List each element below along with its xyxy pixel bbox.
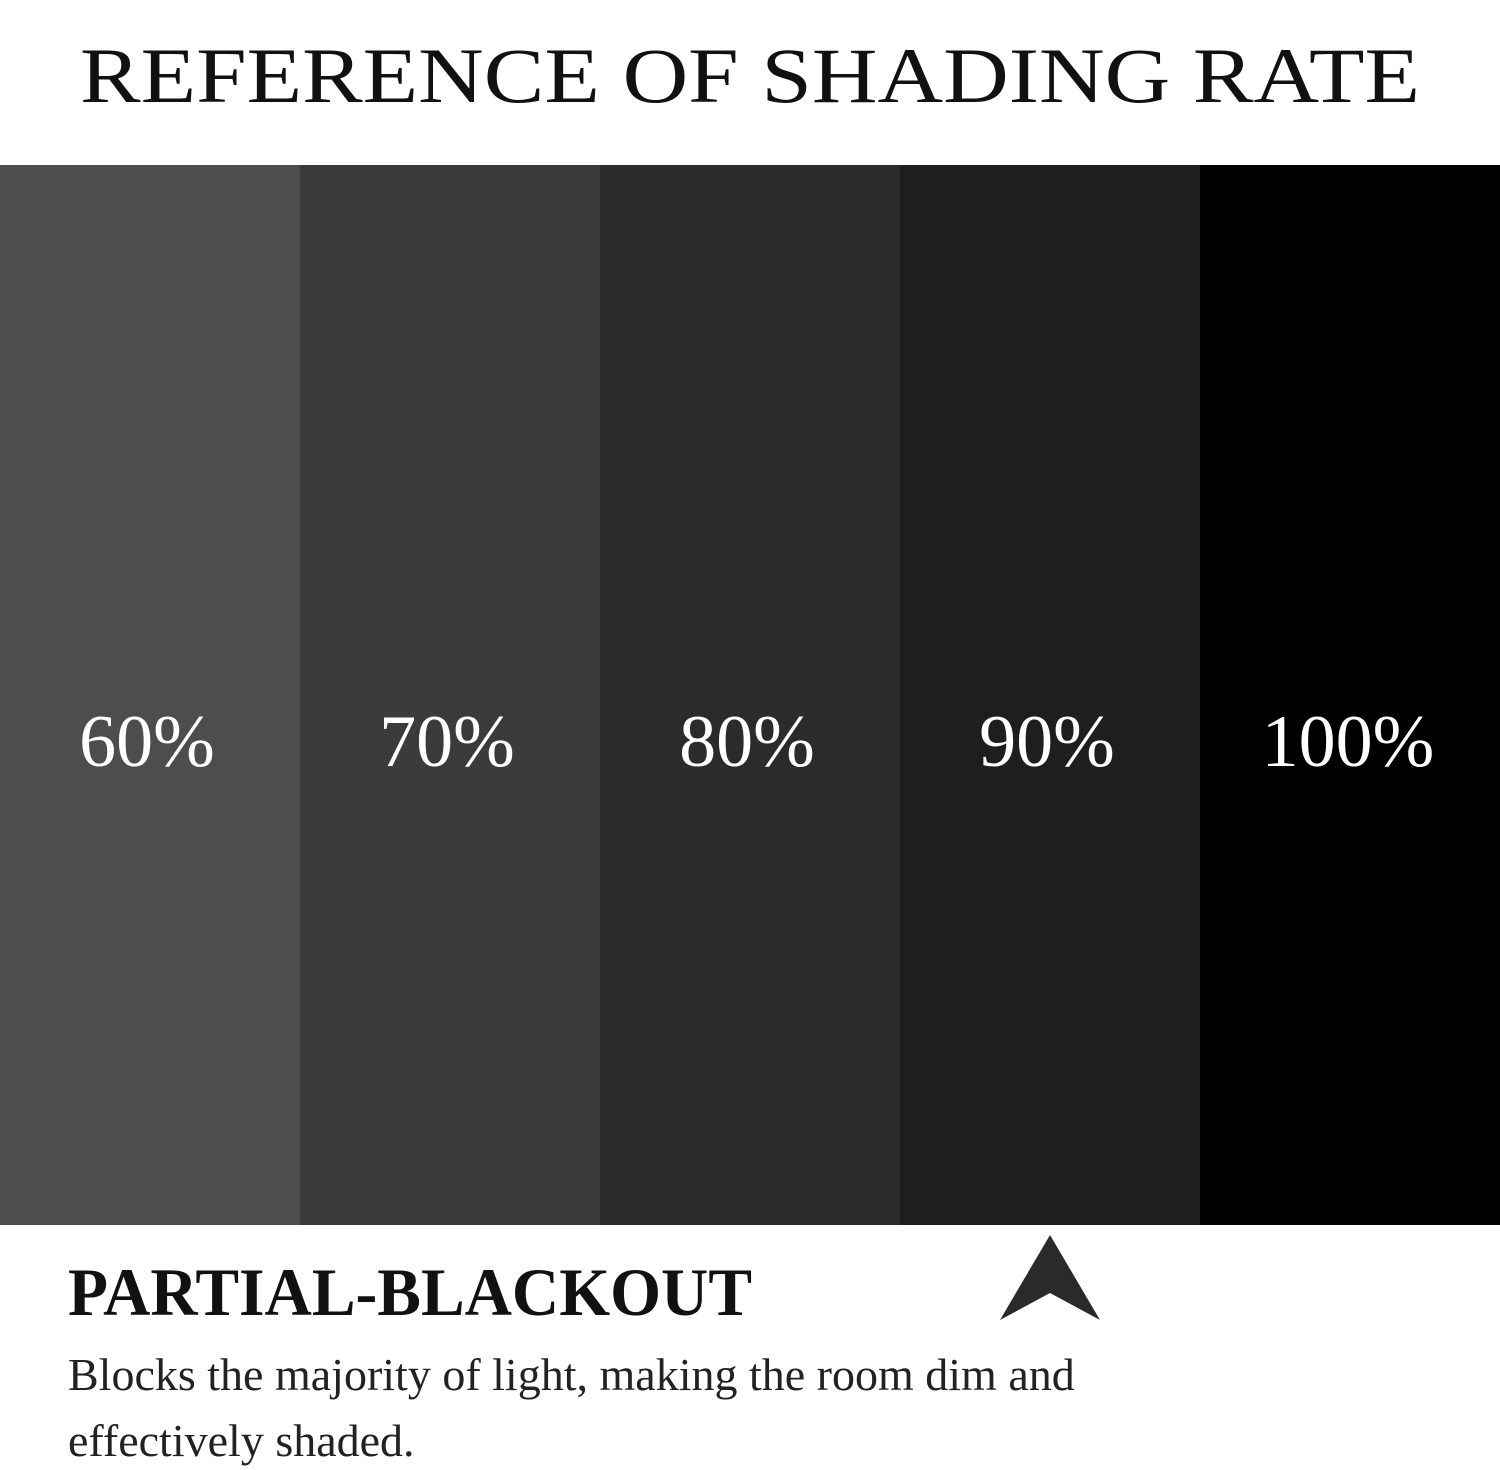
panel — [900, 165, 1200, 1225]
panel — [600, 165, 900, 1225]
heading: PARTIAL-BLACKOUT — [68, 1254, 752, 1330]
description-line: effectively shaded. — [68, 1415, 415, 1466]
shade-panels: 60% 70% 80% 90% 100% — [0, 165, 1500, 1225]
panel-label: 80% — [679, 701, 815, 783]
panel — [1200, 165, 1500, 1225]
panel — [0, 165, 300, 1225]
panel-label: 90% — [979, 701, 1115, 783]
panel-label: 70% — [379, 701, 515, 783]
panel-label: 100% — [1262, 701, 1435, 783]
arrow-icon — [1000, 1235, 1100, 1320]
title: REFERENCE OF SHADING RATE — [80, 32, 1420, 119]
panel-label: 60% — [79, 701, 215, 783]
description-line: Blocks the majority of light, making the… — [68, 1349, 1075, 1400]
panel — [300, 165, 600, 1225]
